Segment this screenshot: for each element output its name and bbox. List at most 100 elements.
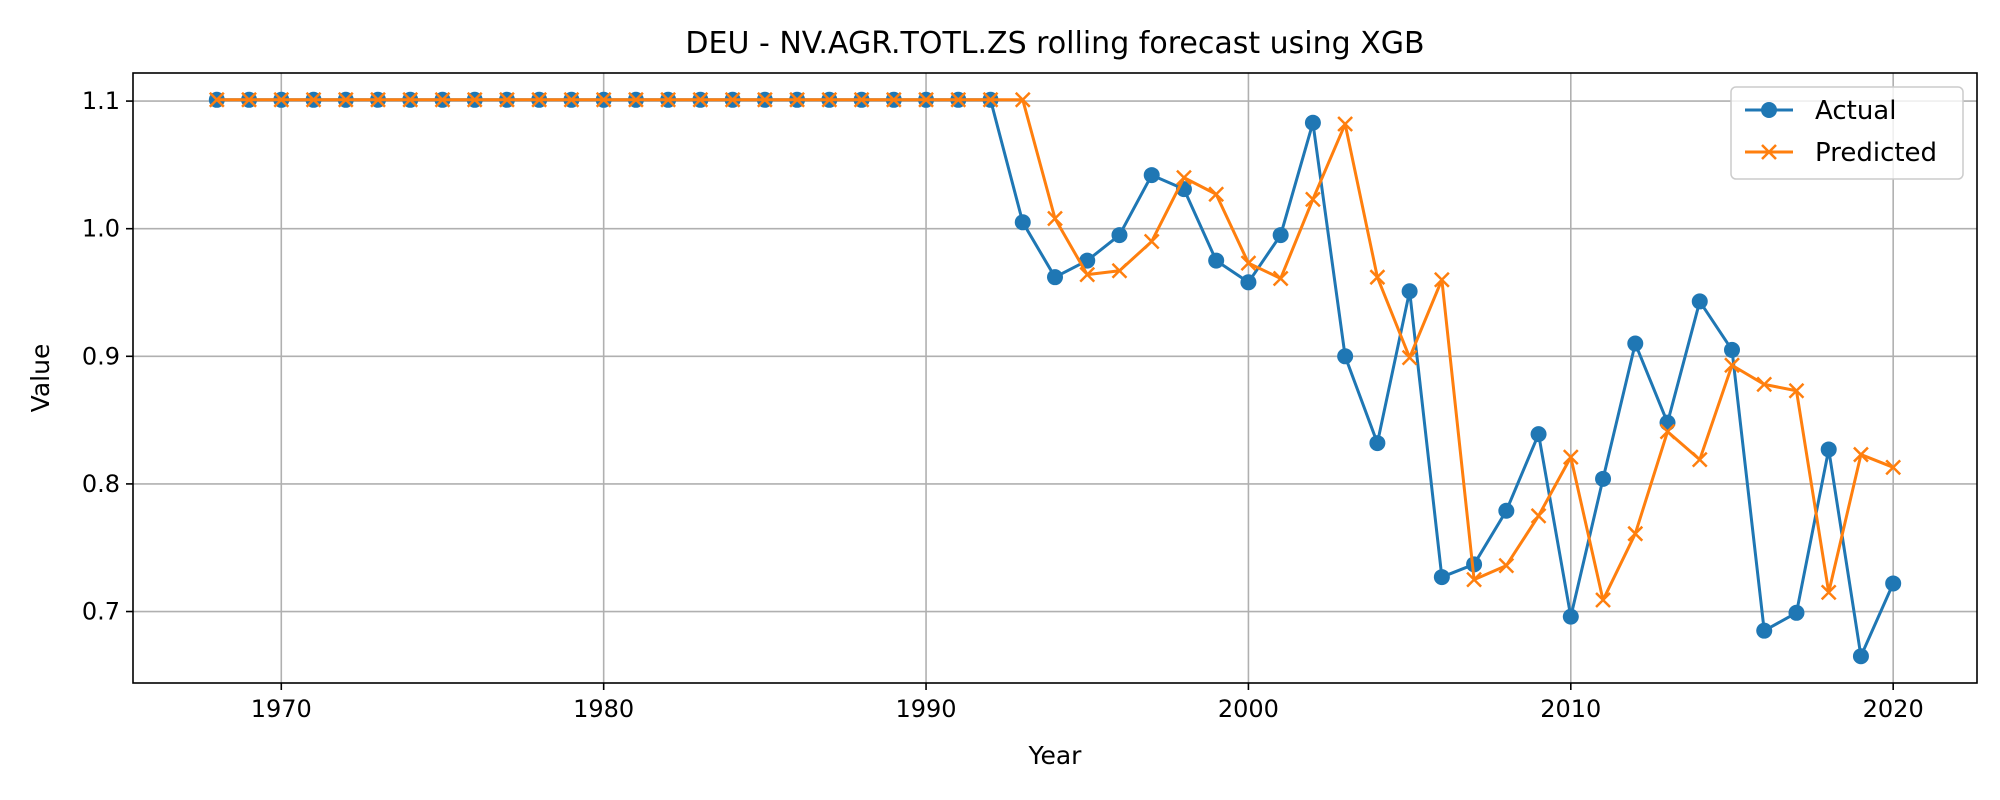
data-point-actual bbox=[1433, 569, 1450, 586]
data-point-predicted bbox=[1369, 269, 1386, 286]
y-tick-label: 1.1 bbox=[82, 87, 120, 115]
data-point-actual bbox=[1691, 293, 1708, 310]
data-point-actual bbox=[1014, 214, 1031, 231]
data-point-predicted bbox=[821, 91, 838, 108]
data-point-actual bbox=[1885, 575, 1902, 592]
x-tick-label: 2020 bbox=[1863, 695, 1924, 723]
data-point-actual bbox=[1401, 283, 1418, 300]
legend: Actual Predicted bbox=[1730, 86, 1964, 180]
data-point-actual bbox=[1498, 502, 1515, 519]
data-point-actual bbox=[1530, 426, 1547, 443]
data-point-predicted bbox=[563, 91, 580, 108]
data-point-actual bbox=[1852, 648, 1869, 665]
data-point-predicted bbox=[1820, 584, 1837, 601]
data-point-predicted bbox=[628, 91, 644, 108]
series-predicted bbox=[208, 91, 1902, 608]
data-point-predicted bbox=[1724, 357, 1740, 374]
data-point-predicted bbox=[982, 91, 999, 108]
data-point-predicted bbox=[756, 91, 773, 108]
data-point-predicted bbox=[1337, 116, 1354, 132]
data-point-predicted bbox=[273, 91, 290, 108]
data-point-actual bbox=[1595, 470, 1612, 487]
data-point-predicted bbox=[466, 91, 483, 108]
data-point-actual bbox=[1111, 227, 1128, 244]
data-point-predicted bbox=[1530, 507, 1547, 524]
data-point-predicted bbox=[1466, 571, 1482, 588]
data-point-predicted bbox=[1401, 349, 1418, 366]
legend-actual-marker bbox=[1761, 102, 1777, 118]
data-point-predicted bbox=[1627, 525, 1644, 542]
data-point-predicted bbox=[1756, 376, 1773, 393]
data-point-predicted bbox=[1433, 271, 1450, 288]
data-point-predicted bbox=[660, 91, 677, 108]
data-point-predicted bbox=[1659, 423, 1676, 440]
data-point-predicted bbox=[918, 91, 934, 108]
legend-predicted-label: Predicted bbox=[1815, 138, 1937, 168]
x-axis-title: Year bbox=[1028, 741, 1083, 770]
data-point-actual bbox=[1723, 341, 1740, 358]
data-point-predicted bbox=[337, 91, 354, 108]
data-point-actual bbox=[1337, 348, 1354, 365]
data-point-predicted bbox=[434, 91, 451, 108]
axis-ticks: 1970 1980 1990 2000 2010 2020 0.7 0.8 0.9 1.0 1.1 bbox=[82, 87, 1924, 723]
data-point-predicted bbox=[724, 91, 741, 108]
x-tick-label: 2000 bbox=[1218, 695, 1279, 723]
data-point-predicted bbox=[950, 91, 967, 108]
data-point-predicted bbox=[1885, 459, 1902, 476]
y-tick-label: 0.7 bbox=[82, 598, 120, 626]
data-point-predicted bbox=[789, 91, 805, 108]
data-point-actual bbox=[1304, 114, 1321, 131]
y-tick-label: 1.0 bbox=[82, 215, 120, 243]
data-point-actual bbox=[1369, 435, 1386, 452]
data-point-predicted bbox=[1143, 233, 1160, 250]
data-point-predicted bbox=[499, 91, 515, 108]
data-point-actual bbox=[1143, 167, 1160, 184]
data-point-actual bbox=[1756, 622, 1773, 639]
data-point-actual bbox=[1627, 335, 1644, 352]
x-tick-label: 2010 bbox=[1540, 695, 1601, 723]
data-point-predicted bbox=[1111, 262, 1128, 279]
data-point-actual bbox=[1272, 227, 1289, 244]
y-tick-label: 0.8 bbox=[82, 470, 120, 498]
data-point-predicted bbox=[241, 91, 257, 108]
data-point-predicted bbox=[1208, 186, 1225, 203]
x-tick-label: 1990 bbox=[896, 695, 957, 723]
series-layer bbox=[208, 91, 1902, 665]
data-point-predicted bbox=[853, 91, 870, 108]
data-point-predicted bbox=[1176, 169, 1192, 186]
y-tick-label: 0.9 bbox=[82, 342, 120, 370]
data-point-actual bbox=[1562, 608, 1579, 625]
data-point-predicted bbox=[370, 91, 386, 108]
data-point-predicted bbox=[1014, 91, 1031, 108]
data-point-predicted bbox=[1498, 557, 1515, 574]
data-point-actual bbox=[1788, 604, 1805, 621]
data-point-predicted bbox=[1272, 270, 1289, 287]
data-point-predicted bbox=[1562, 449, 1579, 466]
y-axis-title: Value bbox=[26, 344, 55, 413]
x-tick-label: 1970 bbox=[251, 695, 312, 723]
x-tick-label: 1980 bbox=[573, 695, 634, 723]
data-point-actual bbox=[1240, 274, 1257, 291]
data-point-actual bbox=[1208, 252, 1225, 269]
data-point-predicted bbox=[208, 91, 225, 108]
data-point-predicted bbox=[1240, 255, 1257, 272]
data-point-predicted bbox=[402, 91, 419, 108]
data-point-actual bbox=[1659, 414, 1676, 431]
data-point-predicted bbox=[1691, 451, 1708, 468]
data-point-predicted bbox=[692, 91, 709, 108]
data-point-predicted bbox=[1788, 382, 1805, 399]
data-point-predicted bbox=[1305, 191, 1321, 208]
data-point-actual bbox=[1466, 556, 1483, 573]
data-point-predicted bbox=[595, 91, 612, 108]
data-point-predicted bbox=[1853, 446, 1869, 463]
data-point-predicted bbox=[531, 91, 548, 108]
legend-actual-label: Actual bbox=[1815, 96, 1896, 126]
data-point-predicted bbox=[1595, 592, 1611, 608]
legend-predicted-marker bbox=[1761, 144, 1777, 160]
data-point-predicted bbox=[305, 91, 322, 108]
chart-title: DEU - NV.AGR.TOTL.ZS rolling forecast us… bbox=[685, 26, 1424, 61]
data-point-actual bbox=[1079, 252, 1096, 269]
data-point-predicted bbox=[1079, 266, 1096, 283]
data-point-actual bbox=[1047, 269, 1063, 286]
